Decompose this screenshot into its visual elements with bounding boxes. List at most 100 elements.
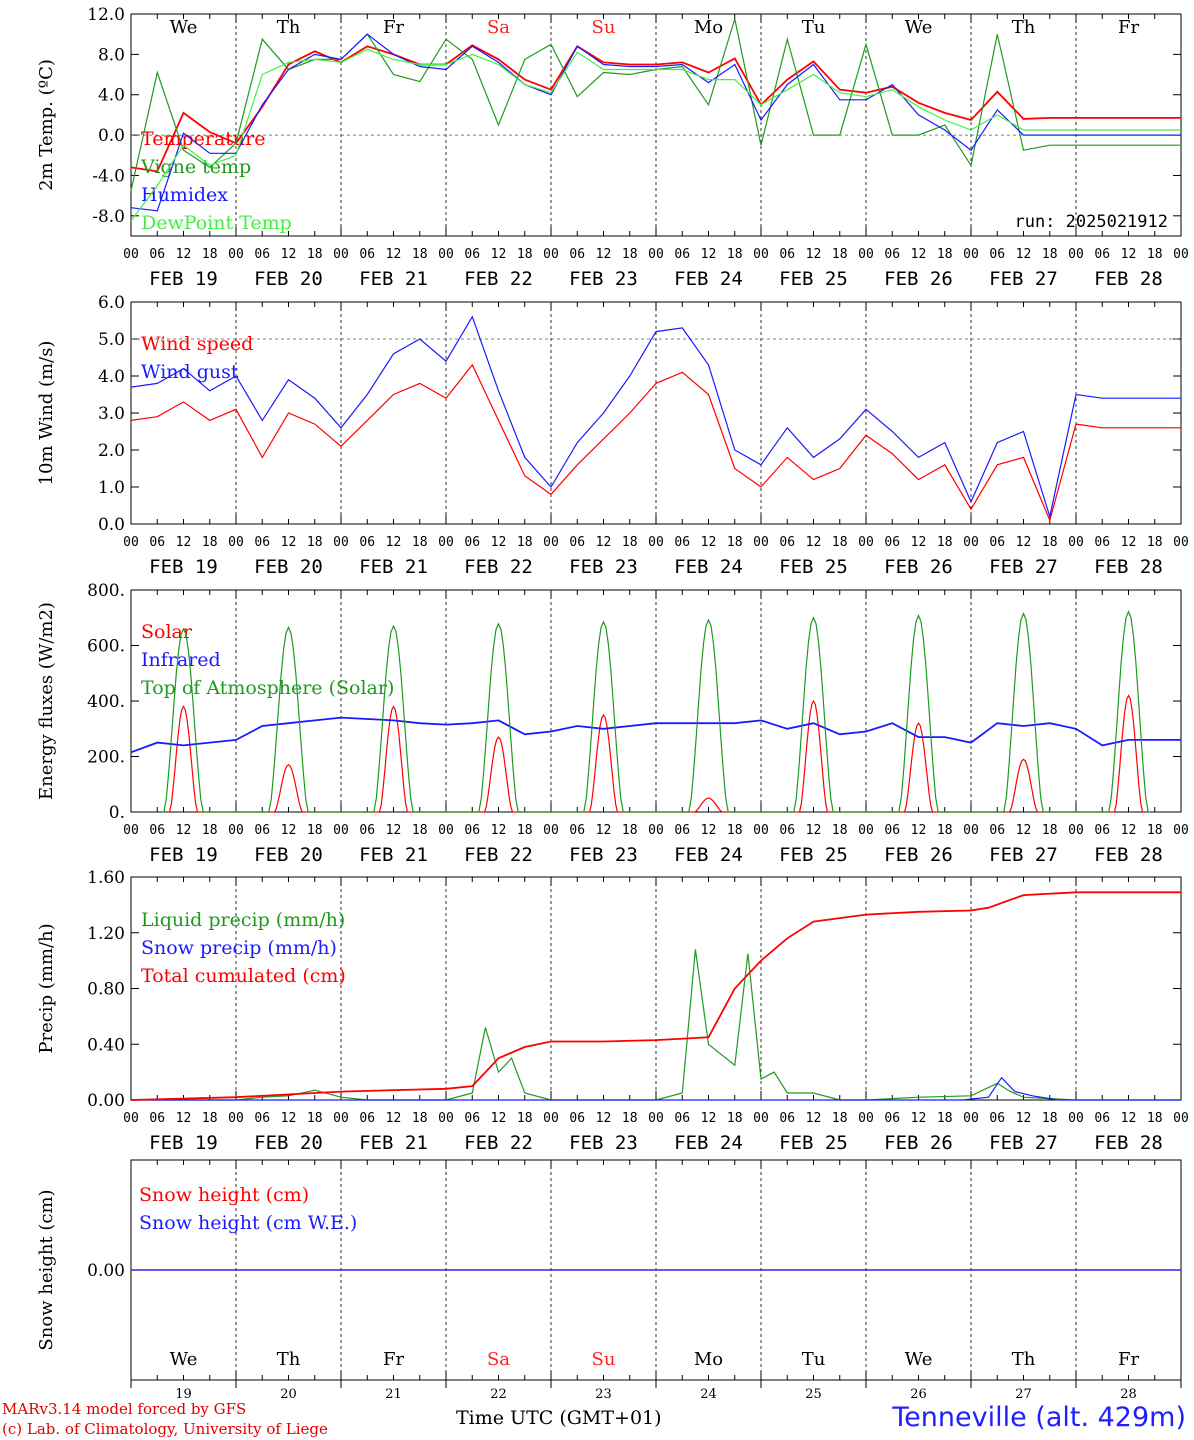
hour-tick-label: 00 (753, 1111, 769, 1126)
y-tick-label: 0.0 (98, 126, 125, 146)
y-tick-label: 6.0 (98, 293, 125, 313)
y-tick-label: 0.00 (87, 1091, 125, 1111)
hour-tick-label: 06 (149, 535, 165, 550)
hour-tick-label: 00 (123, 1111, 139, 1126)
hour-tick-label: 12 (1121, 535, 1137, 550)
hour-tick-label: 12 (491, 1111, 507, 1126)
y-tick-label: 3.0 (98, 404, 125, 424)
hour-tick-label: 12 (491, 535, 507, 550)
hour-tick-label: 00 (1068, 247, 1084, 262)
hour-tick-label: 00 (648, 823, 664, 838)
hour-tick-label: 06 (359, 535, 375, 550)
y-tick-label: 5.0 (98, 330, 125, 350)
day-name-label: We (905, 17, 933, 38)
date-number-label: 27 (1015, 1387, 1032, 1402)
hour-tick-label: 06 (254, 823, 270, 838)
hour-tick-label: 18 (622, 1111, 638, 1126)
hour-tick-label: 06 (359, 823, 375, 838)
date-label: FEB 27 (989, 844, 1058, 866)
hour-tick-label: 12 (701, 535, 717, 550)
hour-tick-label: 12 (1016, 247, 1032, 262)
day-name-label: Fr (383, 17, 404, 38)
hour-tick-label: 00 (858, 535, 874, 550)
hour-tick-label: 18 (202, 247, 218, 262)
date-label: FEB 23 (569, 1132, 638, 1154)
hour-tick-label: 12 (281, 1111, 297, 1126)
series-line (130, 716, 1181, 754)
hour-tick-label: 12 (281, 823, 297, 838)
date-number-label: 19 (175, 1387, 192, 1402)
day-name-label: Su (592, 17, 616, 38)
hour-tick-label: 00 (333, 247, 349, 262)
y-tick-label: 1.0 (98, 478, 125, 498)
hour-tick-label: 12 (596, 1111, 612, 1126)
hour-tick-label: 06 (884, 535, 900, 550)
hour-tick-label: 18 (1147, 247, 1163, 262)
legend-label: Humidex (141, 184, 228, 206)
date-label: FEB 20 (254, 844, 323, 866)
hour-tick-label: 12 (806, 823, 822, 838)
hour-tick-label: 00 (543, 535, 559, 550)
hour-tick-label: 00 (753, 535, 769, 550)
date-label: FEB 20 (254, 556, 323, 578)
y-axis-label: Precip (mm/h) (36, 923, 57, 1053)
hour-tick-label: 06 (569, 535, 585, 550)
hour-tick-label: 00 (1173, 247, 1189, 262)
y-tick-label: 800. (87, 581, 125, 601)
hour-tick-label: 18 (1042, 247, 1058, 262)
hour-tick-label: 06 (1094, 1111, 1110, 1126)
day-name-label: Th (1012, 17, 1036, 38)
hour-tick-label: 06 (149, 247, 165, 262)
date-label: FEB 26 (884, 844, 953, 866)
hour-tick-label: 18 (727, 823, 743, 838)
date-label: FEB 28 (1094, 556, 1163, 578)
date-number-label: 26 (910, 1387, 927, 1402)
date-label: FEB 19 (149, 556, 218, 578)
y-tick-label: 0. (109, 803, 125, 823)
date-number-label: 28 (1120, 1387, 1137, 1402)
date-label: FEB 24 (674, 556, 743, 578)
legend-label: Temperature (141, 128, 265, 150)
hour-tick-label: 06 (779, 247, 795, 262)
hour-tick-label: 06 (464, 247, 480, 262)
date-label: FEB 25 (779, 268, 848, 290)
hour-tick-label: 00 (228, 823, 244, 838)
hour-tick-label: 18 (832, 535, 848, 550)
hour-tick-label: 18 (622, 247, 638, 262)
hour-tick-label: 12 (701, 1111, 717, 1126)
y-tick-label: 4.0 (98, 367, 125, 387)
day-name-label: Fr (1118, 1349, 1139, 1370)
hour-tick-label: 06 (989, 1111, 1005, 1126)
hour-tick-label: 06 (254, 247, 270, 262)
y-tick-label: 600. (87, 637, 125, 657)
hour-tick-label: 00 (648, 535, 664, 550)
y-tick-label: 0.40 (87, 1035, 125, 1055)
date-label: FEB 21 (359, 268, 428, 290)
date-number-label: 24 (700, 1387, 717, 1402)
hour-tick-label: 12 (491, 247, 507, 262)
hour-tick-label: 00 (648, 247, 664, 262)
date-label: FEB 19 (149, 1132, 218, 1154)
hour-tick-label: 12 (176, 535, 192, 550)
hour-tick-label: 06 (149, 823, 165, 838)
hour-tick-label: 18 (517, 823, 533, 838)
hour-tick-label: 00 (123, 247, 139, 262)
hour-tick-label: 00 (438, 247, 454, 262)
hour-tick-label: 12 (386, 247, 402, 262)
hour-tick-label: 06 (254, 535, 270, 550)
date-label: FEB 24 (674, 1132, 743, 1154)
y-axis-label: 2m Temp. (ºC) (36, 59, 57, 191)
day-name-label: Mo (694, 17, 723, 38)
hour-tick-label: 06 (884, 1111, 900, 1126)
hour-tick-label: 00 (963, 823, 979, 838)
hour-tick-label: 18 (517, 1111, 533, 1126)
hour-tick-label: 00 (753, 247, 769, 262)
run-label: run: 2025021912 (1014, 212, 1168, 232)
hour-tick-label: 06 (149, 1111, 165, 1126)
date-label: FEB 20 (254, 268, 323, 290)
legend-label: Top of Atmosphere (Solar) (141, 677, 394, 699)
day-name-label: Fr (1118, 17, 1139, 38)
hour-tick-label: 18 (412, 823, 428, 838)
hour-tick-label: 18 (937, 1111, 953, 1126)
hour-tick-label: 00 (543, 1111, 559, 1126)
